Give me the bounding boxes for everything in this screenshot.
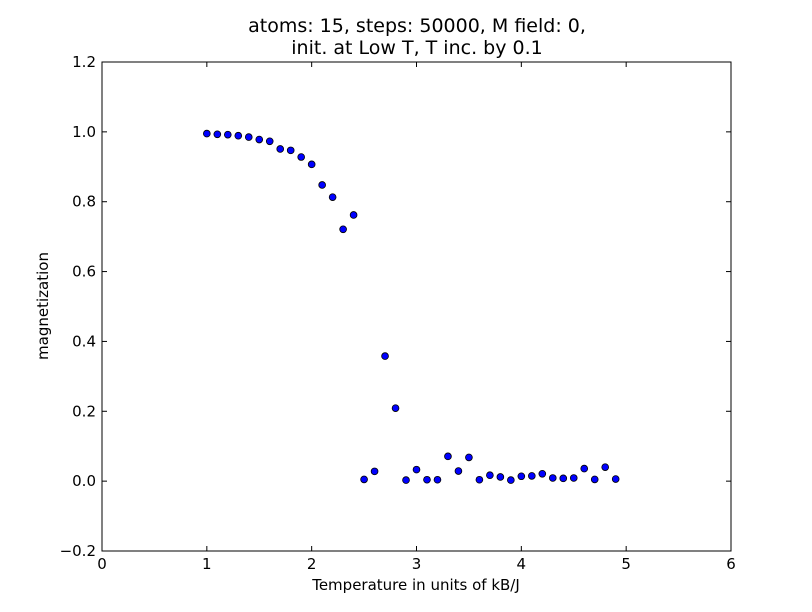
data-point (444, 452, 452, 461)
data-point (611, 475, 620, 483)
plot-frame (101, 61, 732, 552)
data-point (339, 225, 347, 234)
y-tick-label: 1.2 (72, 53, 96, 71)
data-point (328, 193, 337, 201)
data-point (507, 476, 515, 484)
y-tick-label: 0.0 (72, 472, 96, 490)
data-point (203, 129, 211, 138)
data-point (538, 470, 547, 478)
data-point (569, 474, 578, 482)
y-tick-label: 0.2 (72, 402, 96, 420)
data-point (528, 472, 536, 480)
y-tick-label: 0.6 (72, 263, 96, 281)
data-point (349, 211, 358, 219)
data-point (360, 475, 368, 484)
data-point (590, 475, 599, 484)
data-point (381, 352, 389, 360)
y-tick-label: 0.4 (72, 332, 96, 350)
y-axis-label: magnetization (34, 252, 52, 360)
data-point (255, 135, 264, 144)
data-point (370, 467, 379, 476)
data-point (307, 160, 316, 169)
y-tick-label: 1.0 (72, 123, 96, 141)
data-point (559, 474, 568, 483)
data-point (465, 453, 473, 462)
data-point (486, 471, 494, 480)
data-point (496, 473, 505, 481)
x-tick-label: 5 (621, 555, 631, 573)
x-tick-label: 2 (307, 555, 317, 573)
data-point (244, 133, 253, 141)
data-point (517, 472, 526, 481)
data-point (454, 467, 463, 475)
data-point (318, 181, 326, 189)
data-point (412, 465, 421, 474)
data-point (391, 404, 400, 412)
data-point (601, 463, 609, 471)
data-point (423, 475, 431, 484)
y-tick-label: −0.2 (60, 542, 96, 560)
chart-title-line1: atoms: 15, steps: 50000, M field: 0, (248, 15, 586, 37)
x-axis-label: Temperature in units of kB/J (311, 576, 520, 594)
data-point (548, 474, 557, 482)
chart-title-line2: init. at Low T, T inc. by 0.1 (291, 37, 542, 59)
data-point (580, 464, 589, 473)
x-tick-label: 4 (517, 555, 527, 573)
x-tick-label: 1 (202, 555, 212, 573)
data-point (297, 153, 305, 161)
data-point (402, 476, 410, 484)
x-tick-label: 3 (412, 555, 422, 573)
data-point (224, 130, 232, 139)
data-point (433, 475, 442, 484)
data-point (234, 131, 243, 140)
x-tick-label: 6 (726, 555, 736, 573)
data-point (265, 137, 274, 146)
data-point (276, 145, 285, 153)
data-point (213, 130, 222, 139)
y-tick-label: 0.8 (72, 193, 96, 211)
data-point (475, 475, 484, 484)
x-tick-label: 0 (97, 555, 107, 573)
data-point (286, 146, 295, 155)
